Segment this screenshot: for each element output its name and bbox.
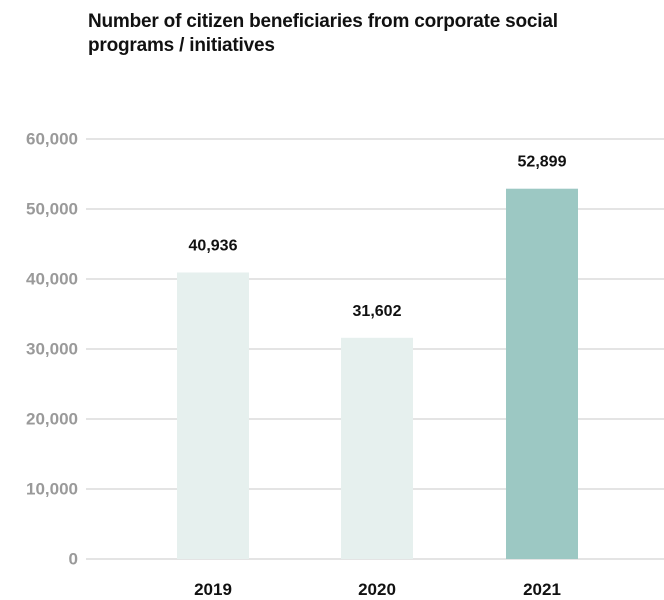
- y-tick-label: 50,000: [26, 199, 78, 218]
- x-tick-label: 2020: [358, 580, 396, 599]
- chart-title: Number of citizen beneficiaries from cor…: [88, 11, 558, 56]
- bars: [177, 188, 578, 559]
- y-tick-label: 0: [69, 549, 78, 568]
- y-tick-label: 60,000: [26, 129, 78, 148]
- bar-2019: [177, 272, 249, 559]
- bar-2020: [341, 337, 413, 559]
- y-tick-label: 20,000: [26, 409, 78, 428]
- y-tick-label: 30,000: [26, 339, 78, 358]
- y-tick-label: 10,000: [26, 479, 78, 498]
- data-label: 40,936: [189, 237, 238, 254]
- bar-2021: [506, 188, 578, 559]
- data-labels: 40,936 31,602 52,899: [189, 154, 567, 320]
- y-axis-tick-labels: 0 10,000 20,000 30,000 40,000 50,000 60,000: [26, 129, 78, 568]
- data-label: 52,899: [518, 154, 567, 171]
- y-tick-label: 40,000: [26, 269, 78, 288]
- x-axis-tick-labels: 2019 2020 2021: [194, 580, 561, 599]
- x-tick-label: 2021: [523, 580, 561, 599]
- data-label: 31,602: [353, 303, 402, 320]
- x-tick-label: 2019: [194, 580, 232, 599]
